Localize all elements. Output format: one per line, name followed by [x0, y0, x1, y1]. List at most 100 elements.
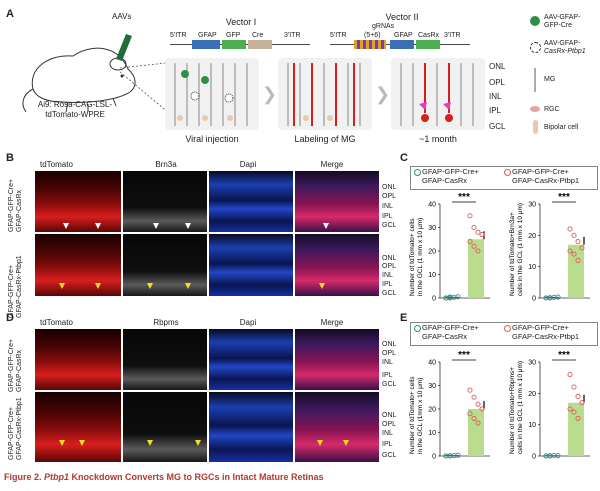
- chart-2-tick-label-2: 20: [428, 407, 436, 414]
- chart-2-tick-label-3: 30: [428, 383, 436, 390]
- d-row1-line2: GFAP-CasRx: [16, 349, 23, 392]
- b-row2-line1: GFAP-GFP-Cre+: [8, 264, 15, 318]
- chart-3-point-1-4: [567, 406, 573, 412]
- gfp-block: [222, 40, 246, 49]
- chart-1-tick-label-0: 0: [532, 296, 536, 303]
- zoom-guide-lines: [120, 61, 176, 119]
- gfap-promoter-block: [192, 40, 220, 49]
- chart-0-ylabel-line2: in the GCL (1 mm x 10 μm): [417, 218, 424, 296]
- e-legend-ptbp1-line2: GFAP-CasRx-Ptbp1: [512, 332, 580, 341]
- chart-2-point-1-1: [471, 394, 477, 400]
- chart-3-tick-label-2: 20: [528, 391, 536, 398]
- d-row1-label: GFAP-GFP-Cre+ GFAP-CasRx: [8, 339, 24, 392]
- mouse-strain-line1: Ai9: Rosa-CAG-LSL-: [37, 100, 113, 109]
- chart-1-point-1-3: [579, 245, 585, 251]
- e-legend-control-line2: GFAP-CasRx: [422, 332, 468, 341]
- d-r2-merge-image: [295, 392, 379, 462]
- chart-2-significance: ***: [458, 350, 470, 361]
- chart-0-tick-label-0: 0: [432, 296, 436, 303]
- chart-3-ylabel-line1: Number of tdTomato+Rbpms+: [509, 367, 516, 454]
- chart-1-ylabel-line2: cells in the GCL (1 mm x 10 μm): [517, 203, 524, 296]
- chart-0-point-1-5: [471, 243, 477, 249]
- b-r2-inl: INL: [382, 272, 393, 279]
- b-r1-inl: INL: [382, 203, 393, 210]
- d-r1-gcl: GCL: [382, 381, 397, 388]
- step-label-injection: Viral injection: [185, 134, 239, 144]
- chart-0-significance: ***: [458, 192, 470, 203]
- chart-2-point-1-5: [471, 415, 477, 421]
- e-legend-control-line1: GFAP-GFP-Cre+: [422, 323, 479, 332]
- chart-1-point-1-2: [575, 239, 581, 245]
- panel-label-e: E: [400, 312, 408, 324]
- c-legend-ptbp1-line2: GFAP-CasRx-Ptbp1: [512, 176, 580, 185]
- b-col-brn3a: Brn3a: [155, 160, 177, 169]
- a-layer-opl: OPL: [489, 78, 506, 87]
- chart-0-point-1-4: [467, 239, 473, 245]
- c-legend: GFAP-GFP-Cre+ GFAP-CasRx GFAP-GFP-Cre+ G…: [410, 166, 598, 190]
- d-r1-onl: ONL: [382, 341, 397, 348]
- chart-3-significance: ***: [558, 350, 570, 361]
- chart-0-point-0-5: [447, 294, 453, 300]
- d-col-merge: Merge: [320, 318, 344, 327]
- a-layer-gcl: GCL: [489, 122, 506, 131]
- chart-0-point-1-0: [467, 213, 473, 219]
- retina-schematic-labeling: [278, 58, 372, 130]
- d-r1-rbpms-image: [123, 329, 207, 390]
- b-r1-merge-image: [295, 171, 379, 232]
- b-r2-opl: OPL: [382, 263, 397, 270]
- b-col-merge: Merge: [320, 160, 344, 169]
- chart-2-point-1-6: [475, 420, 481, 426]
- vector1-gfp: GFP: [226, 32, 241, 39]
- step-label-labeling: Labeling of MG: [294, 134, 356, 144]
- cre-block: [248, 40, 272, 49]
- vector2-gfap: GFAP: [394, 32, 413, 39]
- mouse-illustration: [22, 34, 136, 113]
- chart-1-bar-1: [568, 244, 584, 298]
- chart-3-ylabel-line2: cells in the GCL (1 mm x 10 μm): [517, 361, 524, 454]
- chart-1-tick-label-2: 20: [528, 233, 536, 240]
- chart-1-point-1-0: [567, 226, 573, 232]
- gfap-promoter-block-2: [390, 40, 414, 49]
- chart-2-point-0-3: [455, 452, 461, 458]
- vector1-title: Vector I: [225, 17, 257, 27]
- d-r2-gcl: GCL: [382, 452, 397, 459]
- chart-3-point-1-0: [567, 371, 573, 378]
- legend-rgc: RGC: [544, 106, 560, 113]
- d-r2-opl: OPL: [382, 421, 397, 428]
- chart-1-ylabel-line1: Number of tdTomato+Brn3a+: [509, 212, 516, 296]
- b-r1-tdtomato-image: [35, 171, 121, 232]
- c-legend-marker-control: [414, 169, 421, 176]
- b-r2-tdtomato-image: [35, 234, 121, 296]
- figure-caption: Figure 2. Ptbp1 Knockdown Converts MG to…: [4, 472, 324, 482]
- b-r2-gcl: GCL: [382, 290, 397, 297]
- b-r2-merge-image: [295, 234, 379, 296]
- chart-0-ylabel-line1: Number of tdTomato+ cells: [409, 218, 416, 296]
- panel-label-d: D: [6, 312, 14, 324]
- e-legend: GFAP-GFP-Cre+ GFAP-CasRx GFAP-GFP-Cre+ G…: [410, 322, 598, 346]
- chart-0-point-0-3: [455, 294, 461, 300]
- retina-schematic-injection: [165, 58, 259, 130]
- chart-0-tick-label-4: 40: [428, 202, 436, 209]
- d-r1-merge-image: [295, 329, 379, 390]
- a-layer-onl: ONL: [489, 62, 506, 71]
- legend-aav2-line2: CasRx-Ptbp1: [544, 48, 586, 55]
- d-r1-opl: OPL: [382, 350, 397, 357]
- chart-0-tick-label-2: 20: [428, 249, 436, 256]
- c-legend-control-line2: GFAP-CasRx: [422, 176, 468, 185]
- chart-3-point-1-2: [575, 393, 581, 400]
- vector2-itr3: 3'ITR: [444, 32, 461, 39]
- retina-schematic-month: [391, 58, 485, 130]
- b-r1-opl: OPL: [382, 193, 397, 200]
- legend-aav1-line2: GFP-Cre: [544, 22, 572, 29]
- e-legend-marker-ptbp1: [504, 325, 511, 332]
- chart-0-tick-label-1: 10: [428, 272, 436, 279]
- vector2-itr5: 5'ITR: [330, 32, 347, 39]
- grna-array-block: [354, 40, 386, 49]
- d-row2-label: GFAP-GFP-Cre+ GFAP-CasRx-Ptbp1: [8, 397, 24, 460]
- chart-e: Number of tdTomato+ cellsin the GCL (1mm…: [409, 350, 590, 461]
- chart-2-ylabel-line1: Number of tdTomato+ cells: [409, 376, 416, 454]
- b-col-dapi: Dapi: [239, 160, 257, 169]
- chart-1-tick-label-3: 30: [528, 202, 536, 209]
- legend-bipolar: Bipolar cell: [544, 124, 579, 131]
- caption-rest: Knockdown Converts MG to RGCs in Intact …: [69, 472, 324, 482]
